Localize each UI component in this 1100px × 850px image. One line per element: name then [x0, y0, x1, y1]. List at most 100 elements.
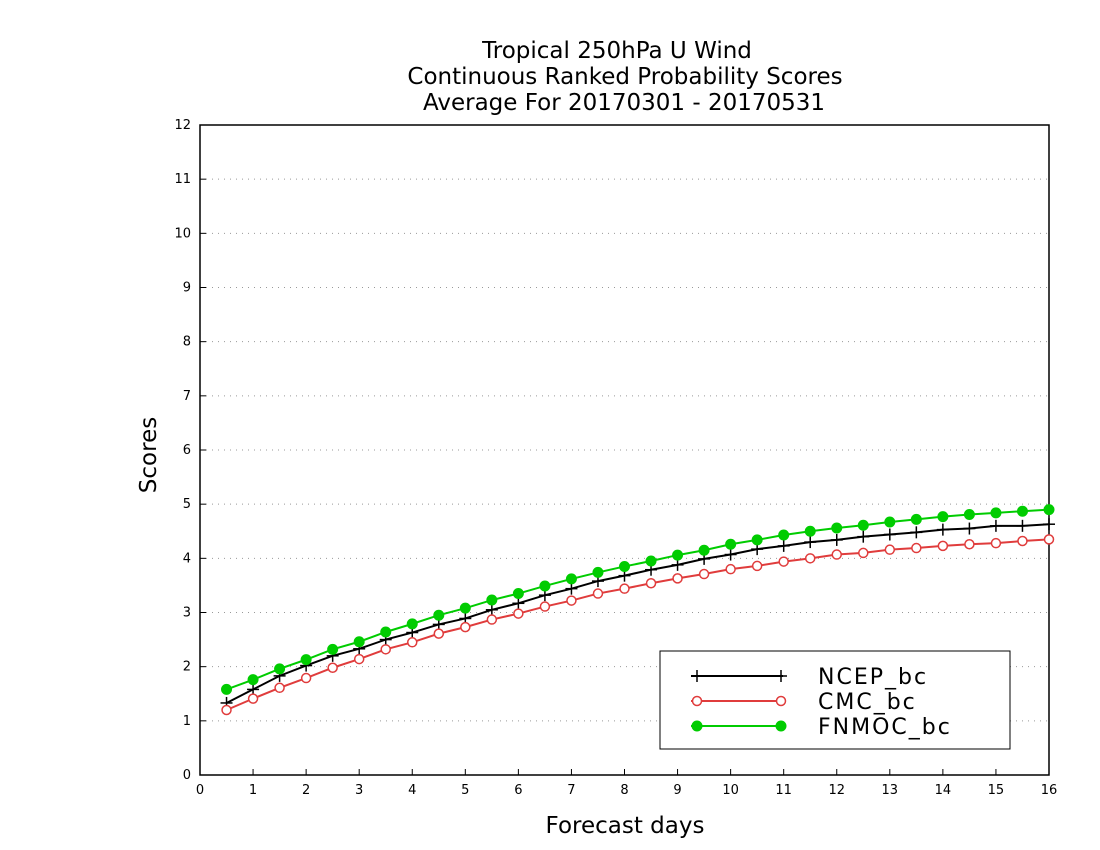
x-tick-label-9: 9 — [673, 783, 681, 798]
data-point-fnmoc-bc-22 — [804, 525, 816, 537]
data-point-fnmoc-bc-3 — [300, 654, 312, 666]
data-point-fnmoc-bc-11 — [512, 588, 524, 600]
legend-marker-left-fnmoc-bc — [691, 720, 703, 732]
y-tick-label-4: 4 — [183, 551, 191, 566]
y-tick-label-5: 5 — [183, 497, 191, 512]
data-point-cmc-bc-13 — [566, 595, 577, 606]
data-point-fnmoc-bc-13 — [565, 573, 577, 585]
data-point-cmc-bc-31 — [1043, 534, 1055, 545]
data-point-cmc-bc-10 — [486, 614, 498, 625]
x-tick-label-1: 1 — [249, 783, 257, 798]
legend-marker-right-ncep-bc — [775, 670, 787, 682]
gridlines — [200, 178, 1049, 722]
data-point-cmc-bc-29 — [990, 537, 1002, 549]
y-axis-label: Scores — [136, 417, 162, 493]
data-point-fnmoc-bc-31 — [1043, 504, 1055, 516]
data-point-fnmoc-bc-19 — [725, 538, 737, 550]
chart-title-line-3: Average For 20170301 - 20170531 — [423, 90, 825, 116]
data-point-cmc-bc-16 — [645, 578, 657, 589]
data-point-fnmoc-bc-17 — [672, 549, 684, 561]
data-point-fnmoc-bc-9 — [459, 602, 471, 614]
data-point-ncep-bc-17 — [671, 558, 684, 571]
data-point-fnmoc-bc-28 — [963, 508, 975, 520]
y-tick-label-2: 2 — [183, 660, 191, 675]
data-point-ncep-bc-25 — [883, 528, 896, 541]
data-point-ncep-bc-11 — [512, 597, 525, 610]
data-point-fnmoc-bc-23 — [831, 522, 843, 534]
data-point-fnmoc-bc-27 — [937, 511, 949, 523]
data-point-fnmoc-bc-25 — [884, 516, 896, 528]
data-point-cmc-bc-17 — [672, 573, 683, 584]
data-point-ncep-bc-30 — [1016, 519, 1029, 532]
data-point-cmc-bc-25 — [884, 544, 896, 555]
x-tick-label-7: 7 — [567, 783, 575, 798]
y-tick-label-11: 11 — [174, 172, 191, 187]
data-point-cmc-bc-9 — [460, 621, 471, 633]
x-tick-label-0: 0 — [196, 783, 204, 798]
data-point-cmc-bc-7 — [407, 637, 418, 648]
y-tick-label-1: 1 — [183, 714, 191, 729]
data-point-fnmoc-bc-14 — [592, 566, 604, 578]
data-point-cmc-bc-27 — [937, 540, 949, 552]
data-point-cmc-bc-22 — [804, 553, 816, 564]
data-point-cmc-bc-26 — [911, 542, 922, 554]
data-point-fnmoc-bc-7 — [406, 618, 418, 630]
y-tick-label-9: 9 — [183, 281, 191, 296]
data-point-fnmoc-bc-24 — [857, 519, 869, 531]
data-point-cmc-bc-11 — [513, 608, 524, 619]
x-tick-label-5: 5 — [461, 783, 469, 798]
data-point-fnmoc-bc-12 — [539, 580, 551, 592]
legend-marker-right-fnmoc-bc — [775, 720, 787, 732]
x-tick-label-6: 6 — [514, 783, 522, 798]
data-point-cmc-bc-20 — [751, 560, 763, 572]
data-point-cmc-bc-30 — [1017, 535, 1028, 547]
y-tick-label-0: 0 — [183, 768, 191, 783]
y-tick-label-8: 8 — [183, 335, 191, 350]
series-fnmoc-bc — [221, 504, 1055, 695]
legend-marker-right-cmc-bc — [775, 695, 787, 707]
data-point-ncep-bc-24 — [857, 530, 870, 543]
data-point-ncep-bc-27 — [936, 523, 949, 536]
series-ncep-bc — [220, 518, 1055, 709]
x-tick-label-2: 2 — [302, 783, 310, 798]
data-point-fnmoc-bc-18 — [698, 544, 710, 556]
data-point-fnmoc-bc-1 — [247, 674, 259, 686]
x-tick-label-12: 12 — [828, 783, 845, 798]
data-point-cmc-bc-19 — [725, 563, 736, 575]
data-point-ncep-bc-26 — [910, 526, 923, 539]
x-tick-label-15: 15 — [988, 783, 1005, 798]
legend-label-ncep-bc: NCEP_bc — [818, 665, 928, 690]
data-point-fnmoc-bc-16 — [645, 555, 657, 567]
data-point-ncep-bc-13 — [565, 582, 578, 595]
data-point-cmc-bc-4 — [327, 662, 338, 673]
legend-item-fnmoc-bc: FNMOC_bc — [691, 715, 950, 740]
x-tick-label-11: 11 — [775, 783, 792, 798]
y-tick-label-6: 6 — [183, 443, 191, 458]
chart-title-line-2: Continuous Ranked Probability Scores — [407, 64, 842, 90]
x-tick-label-13: 13 — [882, 783, 899, 798]
data-point-fnmoc-bc-29 — [990, 507, 1002, 519]
data-point-ncep-bc-28 — [963, 522, 976, 535]
data-point-cmc-bc-12 — [539, 601, 551, 612]
data-point-ncep-bc-10 — [485, 603, 498, 616]
x-tick-label-14: 14 — [935, 783, 952, 798]
x-tick-label-8: 8 — [620, 783, 628, 798]
x-tick-label-16: 16 — [1041, 783, 1058, 798]
data-point-ncep-bc-19 — [724, 548, 737, 561]
data-point-cmc-bc-5 — [353, 653, 365, 665]
data-point-cmc-bc-18 — [698, 568, 710, 580]
y-tick-label-10: 10 — [174, 226, 191, 241]
data-point-fnmoc-bc-2 — [274, 663, 286, 675]
legend-marker-left-ncep-bc — [691, 670, 703, 682]
data-point-ncep-bc-31 — [1043, 518, 1055, 531]
data-point-cmc-bc-21 — [778, 556, 789, 567]
x-tick-label-10: 10 — [722, 783, 739, 798]
data-point-cmc-bc-2 — [274, 682, 285, 694]
legend-item-ncep-bc: NCEP_bc — [691, 665, 928, 690]
x-axis-label: Forecast days — [546, 813, 705, 839]
data-point-fnmoc-bc-30 — [1016, 505, 1028, 517]
data-point-cmc-bc-23 — [831, 549, 842, 560]
x-tick-label-4: 4 — [408, 783, 416, 798]
legend-item-cmc-bc: CMC_bc — [691, 690, 915, 715]
